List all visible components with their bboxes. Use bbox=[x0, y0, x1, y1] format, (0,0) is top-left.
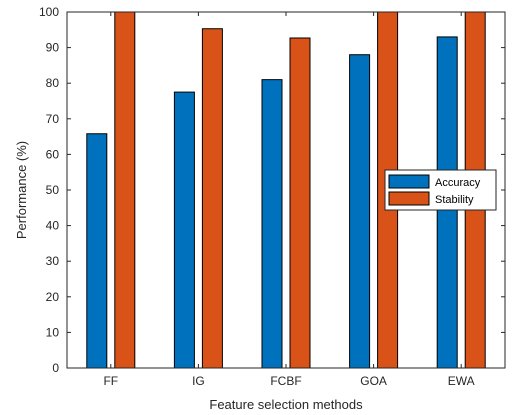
x-tick-label: FCBF bbox=[270, 374, 301, 388]
y-tick-label: 30 bbox=[46, 254, 60, 268]
y-axis-label: Performance (%) bbox=[14, 141, 29, 239]
y-tick-label: 20 bbox=[46, 290, 60, 304]
y-tick-label: 90 bbox=[46, 41, 60, 55]
bar-accuracy-goa bbox=[349, 54, 371, 369]
x-axis: FF IG FCBF GOA EWA bbox=[103, 12, 475, 388]
y-tick-label: 100 bbox=[39, 5, 59, 19]
bar-stability-fcbf bbox=[289, 37, 311, 369]
y-axis: 0 10 20 30 40 50 60 70 80 90 100 bbox=[39, 5, 505, 375]
y-tick-label: 40 bbox=[46, 219, 60, 233]
legend: Accuracy Stability bbox=[384, 169, 497, 211]
x-tick-label: IG bbox=[192, 374, 205, 388]
bar-stability-ff bbox=[114, 11, 136, 369]
y-tick-label: 0 bbox=[52, 361, 59, 375]
x-tick-label: EWA bbox=[448, 374, 475, 388]
bar-accuracy-ff bbox=[86, 133, 108, 369]
legend-label-accuracy: Accuracy bbox=[435, 177, 481, 189]
y-tick-label: 50 bbox=[46, 183, 60, 197]
y-tick-label: 70 bbox=[46, 112, 60, 126]
y-tick-label: 60 bbox=[46, 147, 60, 161]
bar-accuracy-ig bbox=[173, 91, 195, 369]
bar-stability-ig bbox=[201, 28, 223, 369]
bar-accuracy-fcbf bbox=[261, 79, 283, 369]
y-tick-label: 10 bbox=[46, 325, 60, 339]
y-tick-label: 80 bbox=[46, 76, 60, 90]
legend-swatch-accuracy bbox=[388, 174, 430, 189]
legend-swatch-stability bbox=[388, 191, 430, 206]
legend-label-stability: Stability bbox=[435, 194, 474, 206]
x-tick-label: GOA bbox=[360, 374, 387, 388]
x-tick-label: FF bbox=[103, 374, 118, 388]
x-axis-label: Feature selection methods bbox=[209, 397, 363, 412]
